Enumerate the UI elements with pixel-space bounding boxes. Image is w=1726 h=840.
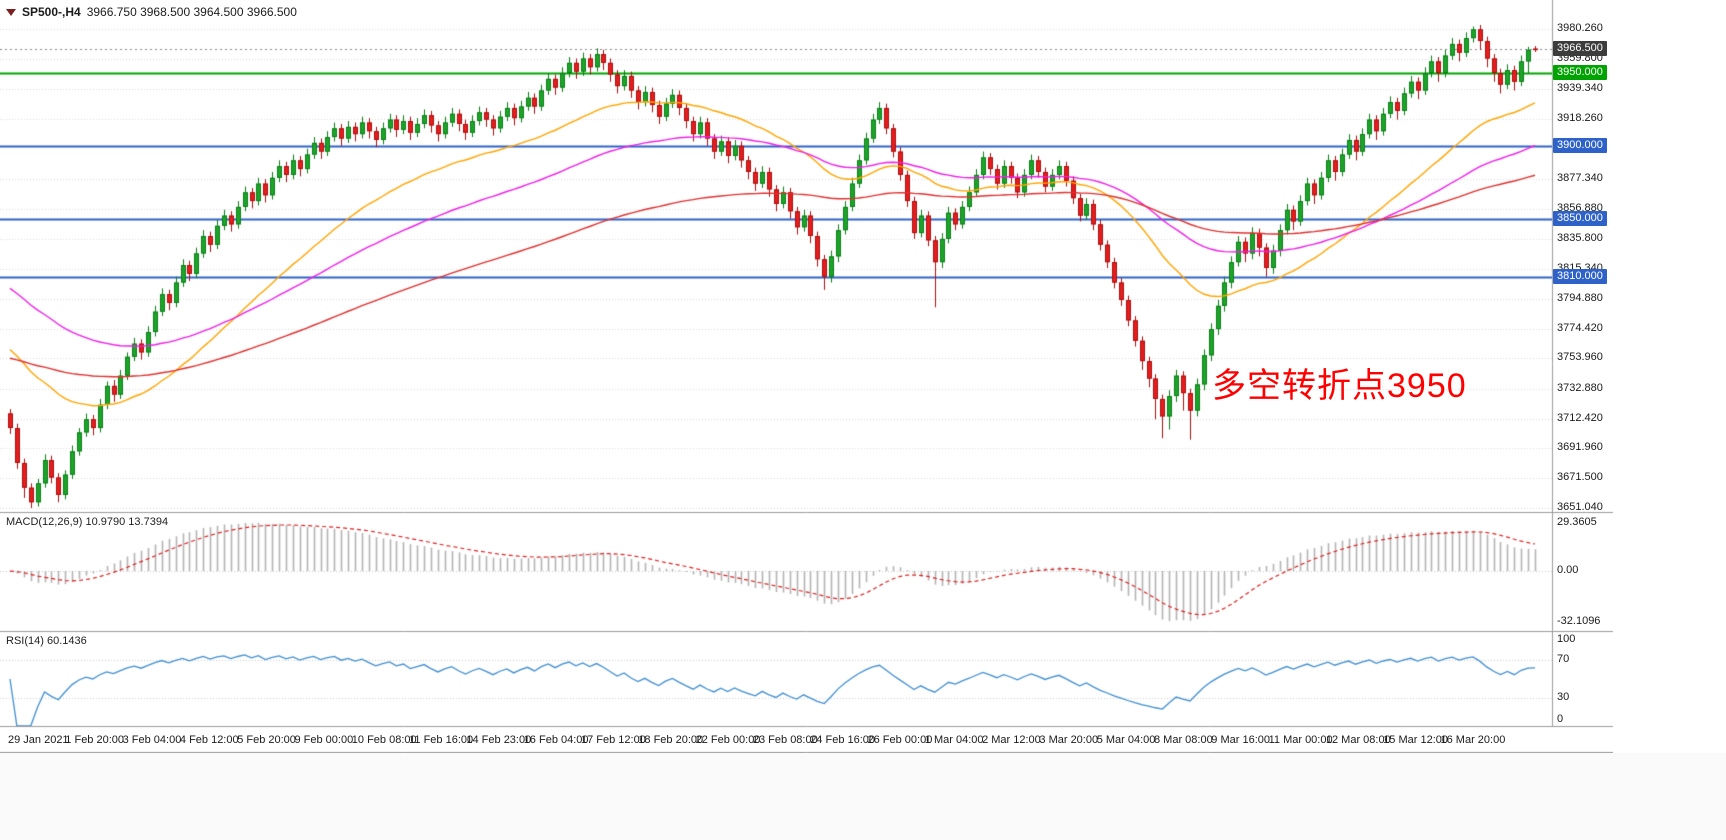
rsi-pane-label: RSI(14) 60.1436 [6,635,87,647]
rsi-indicator-name: RSI(14) [6,635,44,647]
macd-indicator-values: 10.9790 13.7394 [85,516,169,528]
chart-title: SP500-,H4 3966.750 3968.500 3964.500 396… [6,5,297,19]
symbol-marker-icon [6,8,16,16]
macd-indicator-name: MACD(12,26,9) [6,516,83,528]
macd-pane-label: MACD(12,26,9) 10.9790 13.7394 [6,516,168,528]
price-axis[interactable] [1553,0,1613,727]
price-chart-canvas[interactable] [0,0,1613,753]
chart-annotation[interactable]: 多空转折点3950 [1212,367,1467,405]
symbol-label: SP500-,H4 [22,5,81,19]
time-axis[interactable] [0,727,1613,753]
rsi-indicator-value: 60.1436 [46,635,87,647]
ohlc-values: 3966.750 3968.500 3964.500 3966.500 [86,5,297,19]
chart-window: SP500-,H4 3966.750 3968.500 3964.500 396… [0,0,1613,753]
window-margin [0,753,1726,840]
